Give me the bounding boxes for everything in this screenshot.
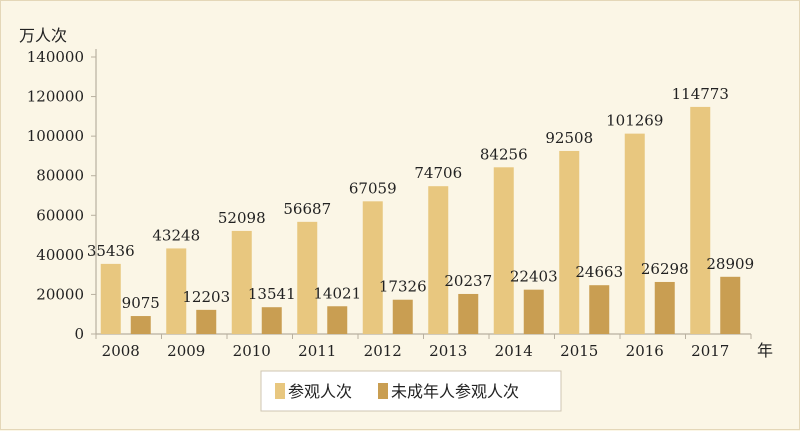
bar-visitors	[624, 133, 645, 334]
bar-visitors	[690, 106, 711, 334]
data-label-visitors: 84256	[480, 145, 528, 163]
x-tick-label: 2017	[691, 342, 729, 360]
bar-minor-visitors	[654, 281, 675, 334]
data-label-minor-visitors: 14021	[313, 284, 361, 302]
legend-label-minor-visitors: 未成年人参观人次	[391, 382, 519, 401]
data-label-visitors: 74706	[414, 164, 462, 182]
bar-visitors	[297, 221, 318, 334]
bar-visitors	[100, 263, 121, 334]
bar-visitors	[559, 150, 580, 334]
data-label-minor-visitors: 22403	[510, 268, 558, 286]
data-label-visitors: 52098	[218, 209, 266, 227]
bar-minor-visitors	[392, 299, 413, 334]
y-tick-label: 100000	[27, 127, 84, 145]
bar-visitors	[362, 201, 383, 334]
data-label-minor-visitors: 20237	[444, 272, 492, 290]
y-tick-label: 120000	[27, 88, 84, 106]
bar-minor-visitors	[130, 316, 151, 334]
x-tick-label: 2008	[102, 342, 140, 360]
legend-box	[260, 370, 562, 412]
bar-visitors	[428, 186, 449, 334]
bar-minor-visitors	[261, 307, 282, 334]
bar-minor-visitors	[523, 289, 544, 334]
bar-minor-visitors	[196, 309, 217, 334]
data-label-visitors: 92508	[545, 129, 593, 147]
x-tick-label: 2015	[560, 342, 598, 360]
bar-minor-visitors	[589, 285, 610, 334]
y-axis-title: 万人次	[19, 26, 67, 45]
bar-visitors	[493, 167, 514, 334]
y-tick-label: 0	[74, 325, 84, 343]
legend-label-visitors: 参观人次	[288, 382, 352, 401]
x-tick-label: 2011	[298, 342, 336, 360]
y-tick-label: 40000	[36, 246, 84, 264]
data-label-visitors: 101269	[606, 112, 663, 130]
y-tick-label: 60000	[36, 206, 84, 224]
bar-minor-visitors	[458, 293, 479, 334]
x-tick-label: 2012	[364, 342, 402, 360]
bar-minor-visitors	[327, 306, 348, 334]
data-label-minor-visitors: 12203	[182, 288, 230, 306]
x-tick-label: 2009	[167, 342, 205, 360]
y-tick-label: 140000	[27, 48, 84, 66]
data-label-visitors: 43248	[152, 226, 200, 244]
data-label-visitors: 35436	[87, 242, 135, 260]
x-tick-label: 2014	[495, 342, 533, 360]
data-label-minor-visitors: 17326	[379, 278, 427, 296]
y-tick-label: 80000	[36, 167, 84, 185]
x-tick-label: 2013	[429, 342, 467, 360]
data-label-minor-visitors: 26298	[641, 260, 689, 278]
legend-swatch-visitors	[275, 383, 285, 399]
x-tick-label: 2016	[626, 342, 664, 360]
x-tick-label: 2010	[233, 342, 271, 360]
data-label-minor-visitors: 28909	[706, 255, 754, 273]
x-axis-title: 年	[757, 341, 773, 360]
data-label-minor-visitors: 24663	[575, 263, 623, 281]
data-label-visitors: 56687	[283, 200, 331, 218]
bar-visitors	[166, 248, 187, 334]
data-label-minor-visitors: 9075	[122, 294, 160, 312]
y-tick-label: 20000	[36, 285, 84, 303]
bar-minor-visitors	[720, 276, 741, 334]
data-label-minor-visitors: 13541	[248, 285, 296, 303]
data-label-visitors: 114773	[672, 85, 729, 103]
data-label-visitors: 67059	[349, 179, 397, 197]
bar-visitors	[231, 230, 252, 334]
legend-swatch-minor-visitors	[378, 383, 388, 399]
